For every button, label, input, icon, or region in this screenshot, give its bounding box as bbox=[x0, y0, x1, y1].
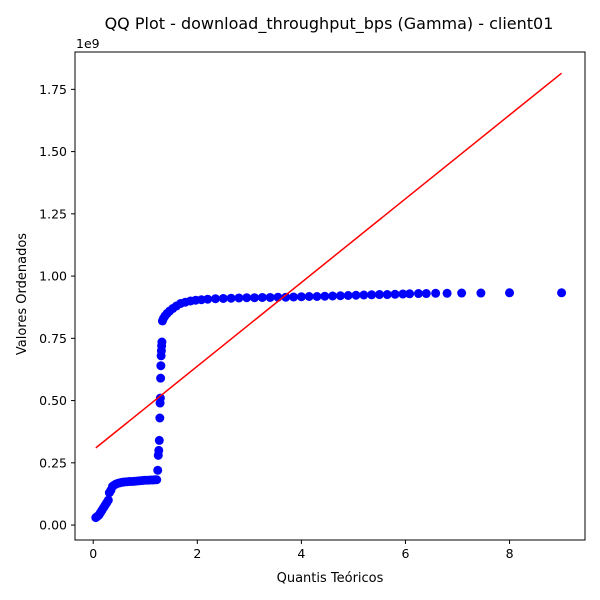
data-point bbox=[156, 373, 166, 383]
y-tick-label: 1.50 bbox=[39, 144, 67, 159]
data-point bbox=[153, 465, 163, 475]
data-point bbox=[265, 292, 275, 302]
data-point bbox=[203, 294, 213, 304]
x-axis-ticks: 0 2 4 6 8 bbox=[89, 540, 514, 561]
data-point bbox=[405, 289, 415, 299]
y-axis-ticks: 0.00 0.25 0.50 0.75 1.00 1.25 1.50 1.75 bbox=[39, 82, 75, 533]
data-point bbox=[398, 289, 408, 299]
data-point bbox=[359, 290, 369, 300]
data-point bbox=[390, 289, 400, 299]
data-point bbox=[218, 293, 228, 303]
x-tick-label: 4 bbox=[297, 546, 305, 561]
data-point bbox=[257, 292, 267, 302]
y-axis-label: Valores Ordenados bbox=[15, 233, 30, 355]
data-point bbox=[103, 495, 113, 505]
data-point bbox=[250, 293, 260, 303]
x-tick-label: 8 bbox=[506, 546, 514, 561]
chart-title: QQ Plot - download_throughput_bps (Gamma… bbox=[105, 14, 554, 34]
data-point bbox=[557, 288, 567, 298]
data-point bbox=[351, 290, 361, 300]
data-point bbox=[367, 290, 377, 300]
x-tick-label: 0 bbox=[89, 546, 97, 561]
data-point bbox=[289, 292, 299, 302]
data-point bbox=[343, 291, 353, 300]
data-point bbox=[320, 291, 330, 301]
data-point bbox=[328, 291, 338, 301]
data-point bbox=[226, 293, 236, 303]
plot-frame bbox=[74, 51, 586, 541]
data-point bbox=[152, 475, 162, 485]
data-point bbox=[156, 361, 166, 371]
x-axis-label: Quantis Teóricos bbox=[277, 571, 384, 586]
y-tick-label: 1.75 bbox=[39, 82, 67, 97]
data-point bbox=[442, 288, 452, 298]
data-point bbox=[335, 291, 345, 301]
data-point bbox=[296, 292, 306, 302]
data-point bbox=[421, 289, 431, 299]
y-tick-label: 0.75 bbox=[39, 331, 67, 346]
data-point bbox=[157, 337, 167, 347]
x-tick-label: 2 bbox=[193, 546, 201, 561]
y-tick-label: 0.00 bbox=[39, 518, 67, 533]
data-point bbox=[304, 292, 314, 301]
data-point bbox=[155, 413, 165, 423]
data-point bbox=[476, 288, 486, 298]
y-tick-label: 1.25 bbox=[39, 206, 67, 221]
data-point bbox=[154, 435, 164, 445]
data-point bbox=[211, 294, 221, 304]
data-point bbox=[242, 293, 252, 303]
data-point bbox=[154, 445, 164, 455]
data-point bbox=[382, 290, 392, 300]
reference-line bbox=[95, 72, 563, 449]
y-offset-label: 1e9 bbox=[76, 36, 100, 51]
data-point bbox=[312, 292, 322, 301]
data-point bbox=[234, 293, 244, 303]
y-tick-label: 1.00 bbox=[39, 269, 67, 284]
x-tick-label: 6 bbox=[401, 546, 409, 561]
y-tick-label: 0.50 bbox=[39, 393, 67, 408]
data-point bbox=[457, 288, 467, 298]
y-tick-label: 0.25 bbox=[39, 455, 67, 470]
data-point bbox=[413, 289, 423, 299]
plot-content bbox=[91, 72, 567, 523]
data-point bbox=[374, 290, 384, 300]
data-point bbox=[505, 288, 515, 298]
data-point bbox=[431, 288, 441, 298]
data-point bbox=[281, 292, 291, 302]
data-point bbox=[155, 393, 165, 403]
